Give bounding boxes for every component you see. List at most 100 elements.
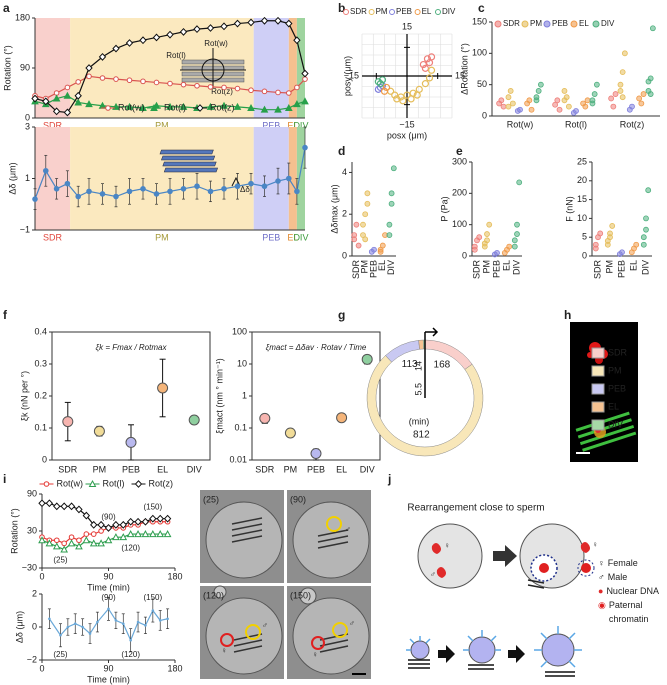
marker bbox=[193, 25, 201, 34]
point bbox=[362, 211, 369, 218]
marker bbox=[53, 186, 60, 192]
point bbox=[399, 97, 407, 105]
panel-label: f bbox=[3, 308, 8, 322]
x-tick-label: DIV bbox=[640, 260, 650, 275]
symbol: ♀ bbox=[592, 540, 598, 549]
marker bbox=[99, 191, 106, 197]
x-tick-label: PM bbox=[284, 464, 298, 474]
point bbox=[125, 436, 137, 448]
marker bbox=[275, 178, 281, 184]
point bbox=[388, 200, 395, 207]
marker bbox=[74, 91, 82, 100]
marker bbox=[63, 91, 72, 99]
point bbox=[393, 95, 401, 103]
y-tick-label: 90 bbox=[20, 62, 30, 72]
panel-label: c bbox=[478, 1, 485, 15]
y-tick-label: 0 bbox=[32, 621, 37, 631]
marker bbox=[144, 624, 147, 627]
marker bbox=[141, 517, 150, 526]
marker bbox=[113, 76, 119, 82]
point bbox=[403, 91, 411, 99]
point bbox=[610, 103, 617, 110]
annotation: (150) bbox=[143, 593, 162, 602]
x-tick-label: EL bbox=[501, 260, 511, 271]
marker bbox=[112, 533, 120, 541]
segment-label: 168 bbox=[434, 360, 451, 371]
point bbox=[589, 100, 596, 107]
marker bbox=[167, 188, 173, 195]
y-tick-label: 0.4 bbox=[34, 326, 47, 336]
inset-stripe bbox=[163, 167, 218, 173]
phase-label: PEB bbox=[262, 120, 280, 130]
y-axis-label: Δδ (μm) bbox=[7, 162, 17, 194]
y-axis-label: F (nN) bbox=[564, 196, 574, 222]
marker bbox=[88, 632, 92, 635]
point bbox=[582, 103, 589, 110]
point bbox=[517, 106, 523, 113]
marker bbox=[166, 617, 169, 621]
diagram-legend: ♀ Female ♂ Male ● Nuclear DNA ◉ Paternal chr… bbox=[598, 556, 666, 626]
marker bbox=[60, 502, 68, 511]
x-tick-label: 0 bbox=[39, 571, 44, 581]
marker bbox=[126, 530, 135, 538]
legend-swatch bbox=[591, 347, 605, 359]
marker bbox=[82, 511, 91, 520]
marker bbox=[119, 520, 127, 529]
legend-label: Rot(z) bbox=[149, 478, 174, 488]
panel-label: j bbox=[387, 472, 391, 486]
legend-label: DIV bbox=[442, 7, 456, 16]
legend-label: Paternal chromatin bbox=[608, 600, 649, 624]
marker bbox=[260, 105, 269, 113]
point bbox=[619, 94, 626, 101]
point bbox=[494, 249, 500, 256]
inset-label: Δδ bbox=[240, 185, 250, 194]
marker bbox=[274, 105, 282, 113]
marker bbox=[180, 81, 187, 88]
legend-label: PEB bbox=[552, 19, 568, 28]
marker bbox=[179, 102, 188, 110]
x-tick-label: SDR bbox=[351, 260, 361, 280]
x-axis-label: Time (min) bbox=[87, 582, 130, 592]
annotation: (120) bbox=[121, 543, 140, 552]
point bbox=[391, 91, 399, 99]
point bbox=[573, 108, 579, 114]
marker bbox=[76, 537, 82, 544]
marker bbox=[221, 186, 227, 192]
symbol: ♀ bbox=[444, 541, 450, 550]
micrograph-label: (120) bbox=[203, 590, 224, 600]
marker bbox=[301, 69, 309, 78]
marker bbox=[206, 24, 215, 32]
x-tick-label: 180 bbox=[167, 571, 182, 581]
phase-label: DIV bbox=[293, 120, 308, 130]
point bbox=[415, 85, 423, 93]
micrograph-label: (90) bbox=[290, 494, 306, 504]
marker bbox=[134, 530, 142, 538]
y-tick-label: 2 bbox=[342, 209, 347, 219]
phase-band bbox=[288, 127, 297, 230]
point bbox=[374, 78, 382, 86]
point bbox=[390, 165, 397, 172]
point bbox=[509, 100, 516, 107]
marker bbox=[75, 79, 81, 85]
point bbox=[471, 246, 478, 253]
x-tick-label: PM bbox=[481, 260, 491, 274]
marker bbox=[53, 537, 60, 544]
y-axis-label: ξk (nN per °) bbox=[19, 371, 29, 421]
y-tick-label: 5 bbox=[582, 232, 587, 242]
symbol: ♀ bbox=[312, 650, 318, 659]
marker bbox=[68, 534, 75, 540]
phase-band bbox=[296, 18, 305, 118]
y-tick-label: 0.1 bbox=[34, 422, 47, 432]
marker bbox=[129, 638, 132, 642]
point bbox=[500, 103, 507, 110]
marker bbox=[98, 528, 104, 534]
point bbox=[378, 76, 387, 84]
marker bbox=[293, 36, 301, 45]
marker bbox=[114, 619, 118, 622]
marker bbox=[156, 530, 165, 538]
x-tick-label: SDR bbox=[58, 464, 78, 474]
marker bbox=[85, 100, 93, 108]
point bbox=[476, 234, 483, 241]
point bbox=[336, 412, 348, 424]
legend-label: DIV bbox=[608, 419, 623, 429]
